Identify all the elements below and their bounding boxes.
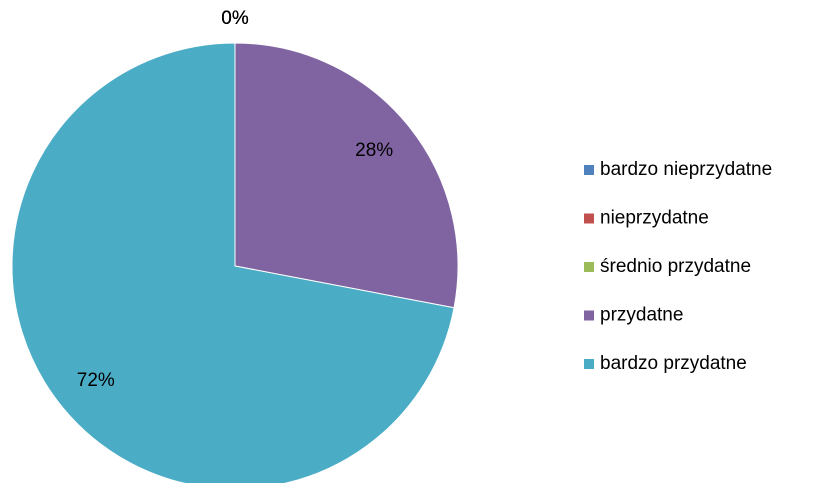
legend-marker bbox=[584, 262, 594, 272]
legend-marker bbox=[584, 310, 594, 321]
pie-slice bbox=[11, 42, 455, 483]
data-label: 72% bbox=[77, 370, 115, 391]
data-label: 0% bbox=[221, 8, 249, 29]
data-label: 0% bbox=[221, 8, 249, 29]
legend-label: średnio przydatne bbox=[600, 256, 751, 277]
legend-marker bbox=[584, 165, 594, 175]
data-label: 28% bbox=[355, 140, 393, 161]
pie-slice bbox=[234, 42, 459, 309]
legend-marker bbox=[584, 359, 594, 369]
legend-label: bardzo przydatne bbox=[600, 353, 747, 374]
legend-marker bbox=[584, 213, 594, 224]
legend-label: nieprzydatne bbox=[600, 208, 709, 229]
legend-label: przydatne bbox=[600, 305, 683, 326]
legend-label: bardzo nieprzydatne bbox=[600, 159, 772, 180]
data-label: 0% bbox=[221, 8, 249, 29]
